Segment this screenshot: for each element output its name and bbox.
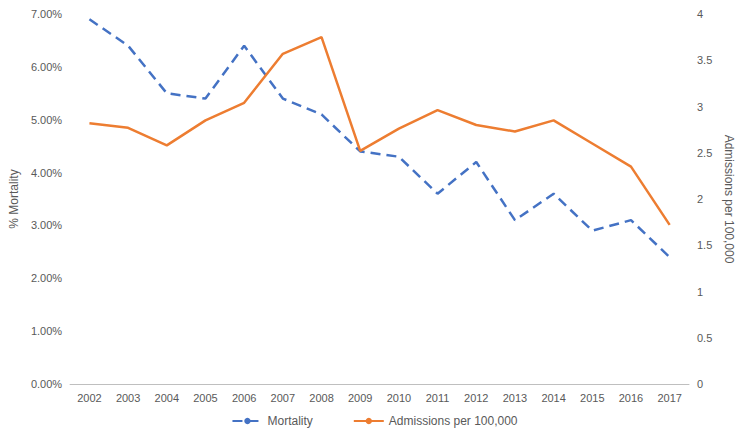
svg-text:2006: 2006 — [232, 392, 256, 404]
svg-text:2012: 2012 — [464, 392, 488, 404]
svg-text:1.00%: 1.00% — [31, 325, 62, 337]
svg-text:2003: 2003 — [116, 392, 140, 404]
svg-text:Admissions per 100,000: Admissions per 100,000 — [722, 135, 736, 264]
svg-text:4: 4 — [697, 8, 703, 20]
svg-text:2005: 2005 — [193, 392, 217, 404]
svg-text:2016: 2016 — [619, 392, 643, 404]
svg-text:2: 2 — [697, 193, 703, 205]
svg-text:% Mortality: % Mortality — [7, 169, 21, 228]
svg-text:2007: 2007 — [271, 392, 295, 404]
svg-text:2002: 2002 — [77, 392, 101, 404]
svg-text:2011: 2011 — [426, 392, 450, 404]
svg-text:Mortality: Mortality — [267, 414, 312, 428]
svg-text:Admissions per 100,000: Admissions per 100,000 — [389, 414, 518, 428]
svg-text:2015: 2015 — [580, 392, 604, 404]
svg-text:2008: 2008 — [309, 392, 333, 404]
svg-text:4.00%: 4.00% — [31, 167, 62, 179]
svg-text:2013: 2013 — [503, 392, 527, 404]
svg-text:0.00%: 0.00% — [31, 378, 62, 390]
svg-text:3: 3 — [697, 101, 703, 113]
svg-text:2010: 2010 — [387, 392, 411, 404]
svg-text:3.00%: 3.00% — [31, 219, 62, 231]
svg-text:2009: 2009 — [348, 392, 372, 404]
svg-text:3.5: 3.5 — [697, 54, 712, 66]
svg-text:2.5: 2.5 — [697, 147, 712, 159]
svg-text:0: 0 — [697, 378, 703, 390]
svg-text:1: 1 — [697, 286, 703, 298]
svg-text:1.5: 1.5 — [697, 239, 712, 251]
svg-text:2014: 2014 — [541, 392, 565, 404]
svg-text:6.00%: 6.00% — [31, 61, 62, 73]
svg-text:2004: 2004 — [155, 392, 179, 404]
svg-text:2.00%: 2.00% — [31, 272, 62, 284]
svg-text:0.5: 0.5 — [697, 332, 712, 344]
svg-text:7.00%: 7.00% — [31, 8, 62, 20]
svg-text:2017: 2017 — [657, 392, 681, 404]
svg-text:5.00%: 5.00% — [31, 114, 62, 126]
